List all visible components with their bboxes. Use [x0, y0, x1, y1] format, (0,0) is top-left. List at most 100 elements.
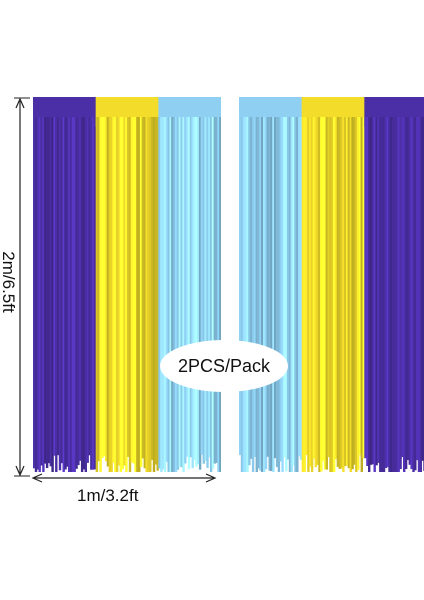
purple-fringe	[75, 117, 78, 469]
purple-fringe	[38, 117, 41, 472]
yellow-fringe	[305, 117, 308, 456]
yellow-fringe	[329, 117, 332, 472]
purple-fringe	[364, 117, 367, 459]
blue-fringe	[163, 117, 167, 472]
yellow-fringe	[108, 117, 111, 472]
purple-fringe	[371, 117, 375, 465]
purple-fringe	[92, 117, 95, 470]
blue-fringe	[294, 117, 297, 472]
purple-fringe	[382, 117, 386, 472]
yellow-fringe	[121, 117, 124, 470]
right-curtain-graphic	[239, 97, 424, 472]
yellow-fringe	[123, 117, 126, 466]
blue-fringe	[263, 117, 266, 472]
right-curtain	[239, 97, 424, 472]
purple-fringe	[77, 117, 80, 466]
blue-fringe	[180, 117, 183, 468]
purple-fringe	[384, 117, 387, 469]
yellow-fringe	[358, 117, 362, 456]
yellow-fringe	[97, 117, 100, 462]
purple-fringe	[417, 117, 421, 472]
height-dimension-line	[14, 97, 30, 477]
purple-fringe	[401, 117, 404, 458]
purple-fringe	[47, 117, 51, 464]
blue-fringe	[253, 117, 257, 457]
yellow-fringe	[347, 117, 351, 469]
purple-fringe	[49, 117, 52, 467]
yellow-fringe	[134, 117, 137, 472]
purple-fringe	[414, 117, 417, 471]
purple-fringe	[36, 117, 40, 470]
blue-fringe	[290, 117, 293, 472]
yellow-fringe	[114, 117, 117, 472]
yellow-fringe	[139, 117, 143, 467]
yellow-fringe	[156, 117, 159, 471]
yellow-fringe	[101, 117, 104, 458]
blue-fringe	[182, 117, 185, 472]
blue-fringe	[211, 117, 215, 469]
yellow-fringe	[127, 117, 130, 457]
blue-fringe	[292, 117, 295, 466]
yellow-fringe	[145, 117, 148, 472]
purple-fringe	[60, 117, 63, 464]
blue-fringe	[251, 117, 255, 472]
purple-fringe	[397, 117, 400, 472]
blue-fringe	[268, 117, 271, 471]
blue-fringe	[171, 117, 174, 472]
yellow-fringe	[333, 117, 336, 472]
blue-fringe	[162, 117, 165, 470]
yellow-fringe	[149, 117, 152, 472]
blue-fringe	[275, 117, 279, 467]
purple-fringe	[45, 117, 49, 468]
yellow-fringe	[103, 117, 106, 456]
yellow-fringe	[342, 117, 345, 472]
yellow-fringe	[357, 117, 360, 470]
purple-fringe	[68, 117, 71, 472]
purple-fringe	[58, 117, 62, 471]
purple-fringe	[51, 117, 54, 472]
yellow-fringe	[151, 117, 154, 460]
yellow-fringe	[95, 117, 99, 472]
blue-fringe	[176, 117, 180, 470]
blue-fringe	[191, 117, 194, 469]
blue-fringe	[215, 117, 218, 463]
blue-fringe	[160, 117, 163, 472]
yellow-fringe	[152, 117, 156, 472]
purple-fringe	[380, 117, 384, 472]
purple-fringe	[66, 117, 69, 467]
purple-fringe	[55, 117, 58, 472]
yellow-fringe	[351, 117, 354, 470]
blue-fringe	[299, 117, 303, 460]
blue-fringe	[184, 117, 187, 464]
blue-fringe	[167, 117, 170, 472]
yellow-fringe	[345, 117, 349, 466]
left-curtain-graphic	[33, 97, 221, 472]
yellow-fringe	[340, 117, 343, 469]
blue-fringe	[283, 117, 286, 458]
purple-fringe	[93, 117, 97, 470]
purple-fringe	[377, 117, 380, 463]
blue-fringe	[246, 117, 249, 472]
yellow-fringe	[338, 117, 341, 469]
yellow-fringe	[320, 117, 323, 472]
purple-fringe	[406, 117, 410, 461]
blue-fringe	[186, 117, 189, 457]
purple-fringe	[419, 117, 422, 472]
blue-fringe	[213, 117, 216, 464]
purple-fringe	[34, 117, 38, 472]
blue-fringe	[285, 117, 288, 472]
blue-fringe	[296, 117, 299, 472]
purple-fringe	[368, 117, 371, 472]
yellow-fringe	[147, 117, 150, 472]
yellow-fringe	[312, 117, 316, 459]
purple-fringe	[386, 117, 389, 468]
blue-fringe	[286, 117, 290, 460]
purple-fringe	[404, 117, 408, 469]
purple-fringe	[379, 117, 382, 472]
purple-fringe	[403, 117, 406, 472]
width-dimension-line	[31, 473, 217, 483]
yellow-fringe	[132, 117, 135, 464]
purple-fringe	[42, 117, 45, 472]
yellow-fringe	[130, 117, 134, 463]
yellow-fringe	[327, 117, 330, 458]
